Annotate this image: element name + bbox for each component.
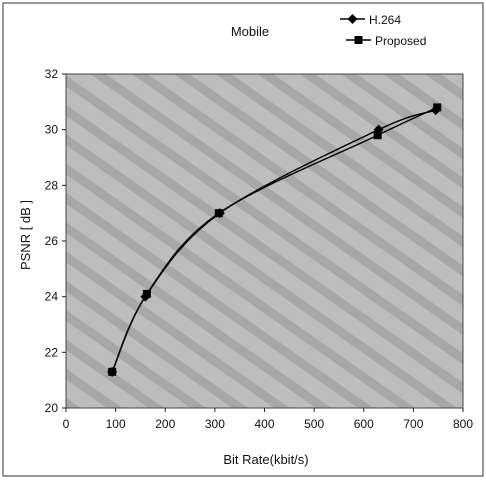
x-tick-label: 100: [106, 417, 126, 431]
y-tick-label: 30: [45, 123, 59, 137]
y-tick-label: 22: [45, 345, 59, 359]
y-tick-label: 32: [45, 67, 59, 81]
y-tick-label: 26: [45, 234, 59, 248]
x-tick-label: 800: [453, 417, 473, 431]
x-tick-label: 500: [304, 417, 324, 431]
data-point-proposed: [214, 209, 223, 218]
x-axis-label: Bit Rate(kbit/s): [223, 452, 308, 467]
series-layer: [107, 103, 442, 377]
x-tick-label: 0: [63, 417, 70, 431]
legend-label-proposed: Proposed: [375, 34, 426, 48]
plot-area: [65, 73, 464, 409]
data-point-proposed: [373, 131, 382, 140]
x-tick-label: 700: [403, 417, 423, 431]
x-tick-label: 300: [205, 417, 225, 431]
legend-label-h-264: H.264: [369, 13, 401, 27]
legend-marker-proposed: [354, 36, 363, 44]
data-point-proposed: [108, 367, 117, 376]
y-tick-label: 24: [45, 290, 59, 304]
x-tick-label: 600: [354, 417, 374, 431]
legend-marker-h-264: [347, 14, 358, 24]
x-tick-label: 400: [254, 417, 274, 431]
axes: 0 100 200 300 400 500 600 700 800 20 22 24 26 28 30 32: [45, 67, 474, 431]
chart-title: Mobile: [231, 24, 269, 39]
y-axis-label: PSNR [ dB ]: [18, 200, 33, 270]
x-tick-label: 200: [155, 417, 175, 431]
y-tick-label: 28: [45, 178, 59, 192]
y-tick-label: 20: [45, 401, 59, 415]
data-point-proposed: [142, 289, 151, 298]
data-point-proposed: [433, 103, 442, 112]
legend: H.264 Proposed: [340, 13, 426, 48]
